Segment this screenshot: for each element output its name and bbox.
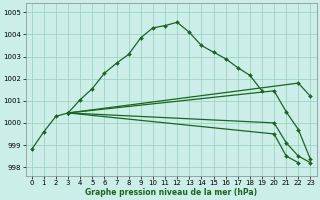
X-axis label: Graphe pression niveau de la mer (hPa): Graphe pression niveau de la mer (hPa)	[85, 188, 257, 197]
